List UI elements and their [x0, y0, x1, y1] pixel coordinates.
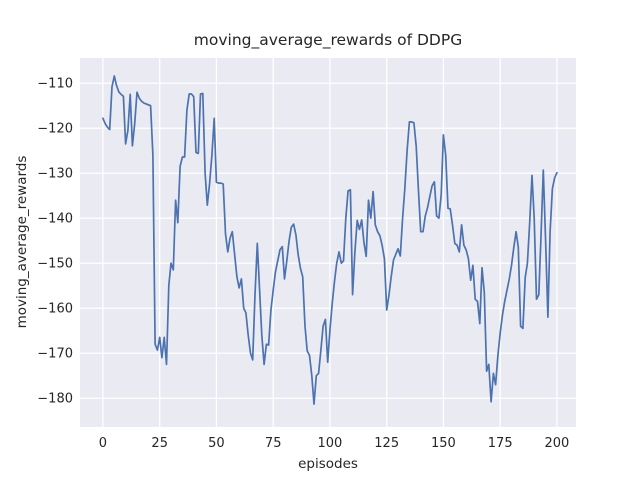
x-tick-label: 175: [488, 436, 513, 451]
y-axis-label: moving_average_rewards: [14, 156, 30, 329]
x-tick-label: 200: [544, 436, 569, 451]
y-tick-label: −150: [37, 257, 73, 272]
y-tick-label: −140: [37, 212, 73, 227]
plot-area: [80, 58, 576, 427]
x-axis-label: episodes: [298, 456, 358, 472]
y-tick-labels: −110 −120 −130 −140 −150 −160 −170 −180: [37, 77, 73, 407]
y-tick-label: −160: [37, 302, 73, 317]
x-tick-label: 100: [317, 436, 342, 451]
x-tick-label: 50: [208, 436, 225, 451]
x-tick-label: 125: [374, 436, 399, 451]
x-tick-label: 150: [431, 436, 456, 451]
x-tick-label: 25: [151, 436, 168, 451]
y-tick-label: −110: [37, 77, 73, 92]
x-tick-label: 75: [265, 436, 282, 451]
y-tick-label: −120: [37, 122, 73, 137]
chart-title: moving_average_rewards of DDPG: [194, 31, 462, 50]
x-tick-label: 0: [99, 436, 107, 451]
y-tick-label: −170: [37, 347, 73, 362]
x-tick-labels: 0 25 50 75 100 125 150 175 200: [99, 436, 570, 451]
grid-lines: [80, 58, 576, 427]
y-tick-label: −180: [37, 392, 73, 407]
y-tick-label: −130: [37, 167, 73, 182]
reward-line: [102, 75, 558, 405]
